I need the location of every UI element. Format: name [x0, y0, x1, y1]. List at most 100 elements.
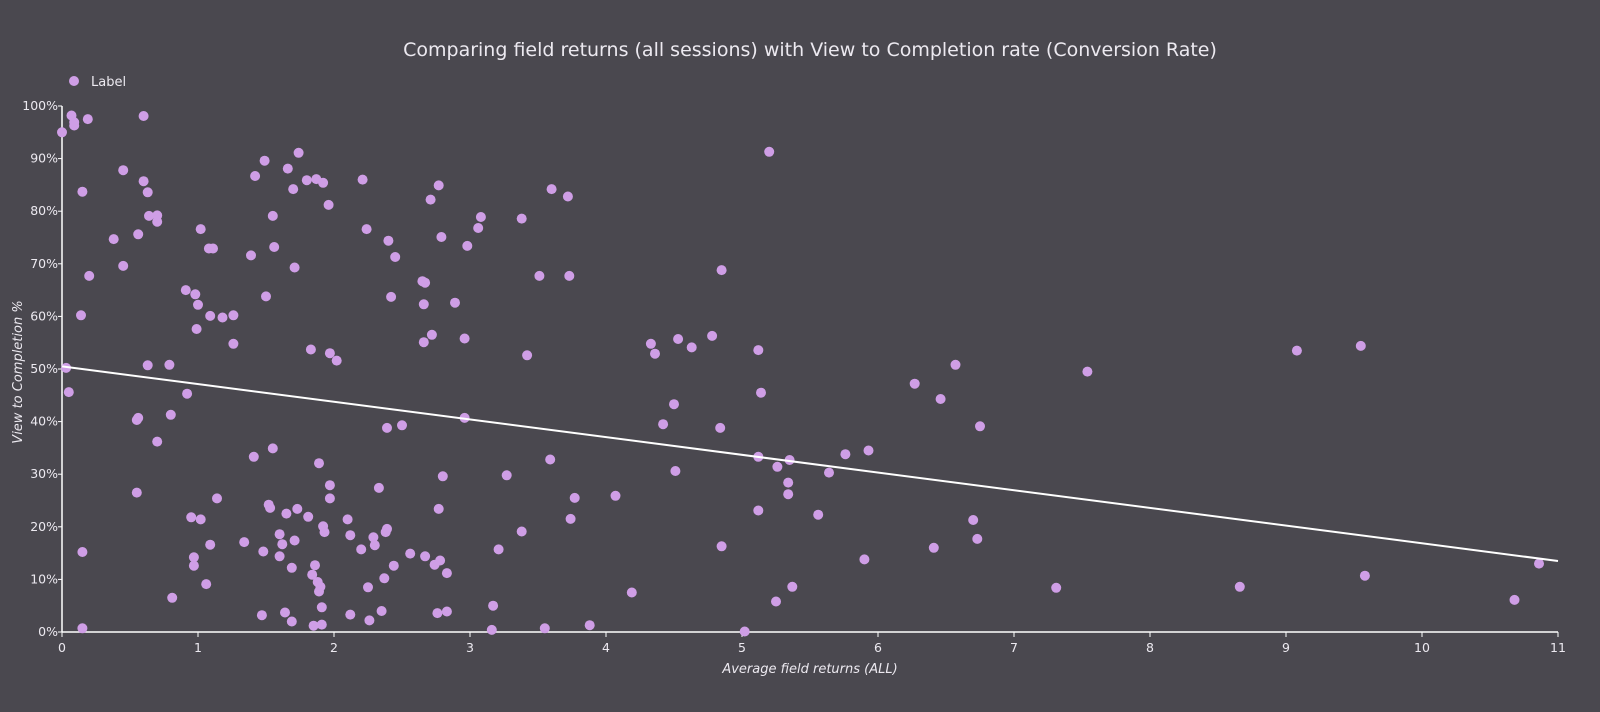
data-points [57, 110, 1544, 637]
x-tick-label: 0 [58, 640, 66, 655]
data-point [212, 493, 222, 504]
data-point [545, 454, 556, 465]
data-point [108, 234, 119, 245]
x-axis-label: Average field returns (ALL) [721, 662, 897, 677]
y-tick-label: 100% [22, 98, 58, 113]
data-point [534, 270, 545, 281]
data-point [522, 350, 533, 361]
data-point [459, 333, 470, 344]
y-tick-label: 40% [30, 414, 58, 429]
data-point [397, 420, 407, 431]
data-point [288, 184, 299, 195]
data-point [783, 489, 794, 500]
data-point [1051, 582, 1062, 593]
data-point [364, 615, 375, 626]
data-point [63, 387, 74, 398]
data-point [256, 610, 267, 621]
data-point [376, 606, 387, 616]
data-point [546, 184, 557, 195]
data-point [368, 532, 379, 543]
data-point [205, 310, 216, 321]
x-tick-label: 6 [874, 640, 882, 655]
data-point [281, 508, 292, 519]
legend-marker [69, 76, 79, 86]
y-tick-label: 50% [30, 361, 58, 376]
data-point [373, 482, 384, 493]
x-tick-label: 2 [330, 640, 338, 655]
data-point [319, 527, 330, 538]
x-axis-ticks: 0 1 2 3 4 5 6 7 8 9 10 11 [58, 632, 1566, 655]
data-point [152, 216, 163, 227]
data-point [379, 573, 390, 584]
data-point [420, 551, 431, 562]
data-point [131, 487, 142, 498]
data-point [488, 600, 499, 611]
data-point [928, 542, 939, 553]
data-point [1359, 570, 1370, 581]
y-tick-label: 0% [38, 624, 58, 639]
data-point [201, 579, 212, 590]
data-point [565, 513, 576, 524]
data-point [289, 262, 300, 273]
data-point [142, 187, 153, 198]
data-point [280, 607, 290, 618]
data-point [783, 477, 794, 488]
data-point [164, 359, 175, 370]
data-point [186, 512, 197, 523]
data-point [569, 492, 580, 503]
data-point [383, 235, 394, 246]
data-point [382, 422, 392, 433]
data-point [669, 399, 679, 410]
x-tick-label: 5 [738, 640, 746, 655]
data-point [305, 344, 316, 355]
data-point [824, 467, 834, 478]
data-point [133, 229, 144, 240]
x-tick-label: 3 [466, 640, 474, 655]
data-point [658, 419, 669, 430]
data-point [286, 616, 297, 627]
data-point [764, 146, 775, 157]
data-point [239, 537, 250, 548]
data-point [324, 480, 335, 491]
data-point [363, 582, 373, 593]
chart-title: Comparing field returns (all sessions) w… [403, 39, 1217, 61]
data-point [193, 299, 203, 310]
data-point [739, 626, 750, 637]
data-point [433, 503, 444, 514]
data-point [165, 409, 176, 420]
data-point [909, 378, 920, 389]
data-point [475, 212, 486, 222]
data-point [345, 530, 356, 541]
data-point [813, 509, 824, 520]
data-point [564, 270, 575, 281]
x-tick-label: 1 [194, 640, 202, 655]
data-point [418, 299, 429, 310]
data-point [972, 533, 983, 544]
data-point [267, 210, 278, 221]
data-point [859, 554, 870, 565]
data-point [77, 186, 88, 197]
data-point [195, 514, 206, 525]
x-tick-label: 4 [602, 640, 610, 655]
data-point [493, 544, 504, 555]
data-point [516, 213, 527, 224]
data-point [310, 560, 320, 571]
data-point [784, 455, 795, 465]
y-tick-label: 80% [30, 203, 58, 218]
x-tick-label: 9 [1282, 640, 1290, 655]
data-point [246, 250, 256, 261]
data-point [935, 394, 946, 404]
data-point [369, 540, 380, 551]
data-point [1082, 366, 1093, 377]
data-point [308, 620, 319, 631]
y-tick-label: 30% [30, 466, 58, 481]
data-point [716, 541, 727, 552]
data-point [138, 111, 149, 121]
data-point [118, 165, 129, 176]
data-point [259, 155, 270, 166]
x-tick-label: 8 [1146, 640, 1154, 655]
data-point [77, 623, 88, 634]
data-point [274, 551, 285, 562]
legend[interactable]: Label [69, 75, 126, 90]
data-point [753, 505, 764, 516]
